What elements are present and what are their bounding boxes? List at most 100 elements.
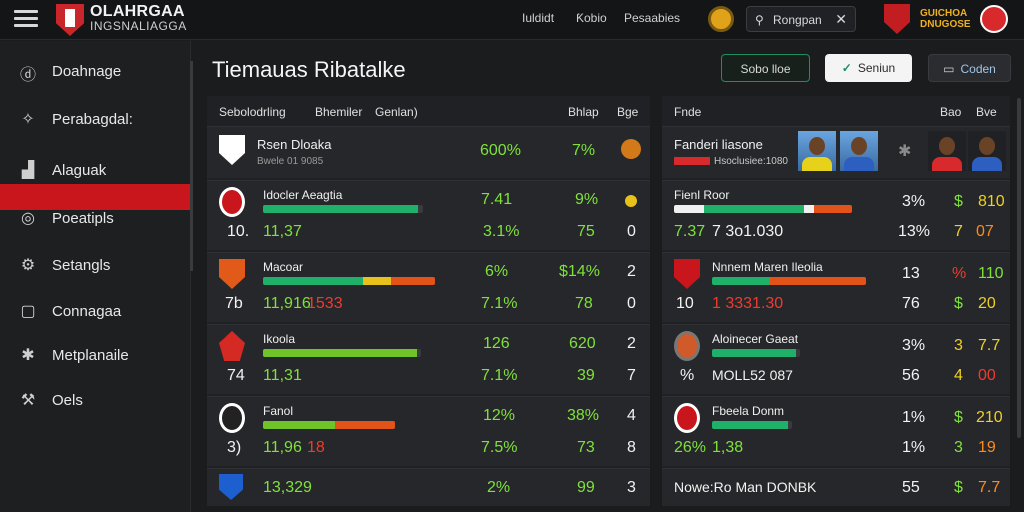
team-crest-icon[interactable] [884,4,910,34]
sidebar-item-label: Metplanaile [52,347,129,364]
progress-bar [263,205,423,213]
stat-value: 2% [487,479,511,496]
sidebar-scrollbar[interactable] [190,61,193,271]
stat-value: 7.41 [481,191,513,208]
outline-button[interactable]: Sobo lloe [721,54,810,82]
stat-value: 4 [627,407,636,424]
sidebar-item-label: Poeatipls [52,210,114,227]
sidebar-item-4[interactable]: ◎ Poeatipls [0,206,191,232]
stat-value: 0 [627,223,636,240]
stat-value: 20 [978,295,996,312]
stat-value: 110 [978,265,1004,282]
player-photo[interactable] [928,131,966,171]
page-title: Tiemauas Ribatalke [212,57,406,82]
table-row[interactable]: Fanol 12% 38% 4 3) 11,96 18 7.5% 73 8 [207,396,650,466]
stat-value: 19 [978,439,996,456]
avatar[interactable] [980,5,1008,33]
stat-value: 99 [577,479,595,496]
progress-bar [712,421,792,429]
brand: OLAHRGAA INGSNALIAGGA [90,3,187,34]
code-button[interactable]: ▭ Coden [928,54,1011,82]
top-link-2[interactable]: Ƙobio [576,11,607,25]
table-row[interactable]: Aloinecer Gaeat 3% 3 7.7 % MOLL52 087 56… [662,324,1010,394]
sidebar-item-active-bar[interactable] [0,184,191,210]
table-row[interactable]: Nowe:Ro Man DONBK 55 $ 7.7 [662,468,1010,506]
stat-value: 56 [902,367,920,384]
stat-value: 7b [225,295,243,312]
sidebar-item-5[interactable]: ⚙ Setangls [0,253,191,279]
sidebar-item-label: Setangls [52,257,111,274]
col-header[interactable]: Genlan) [375,105,418,119]
table-row[interactable]: 13,329 2% 99 3 [207,468,650,506]
club-crest-icon [219,259,245,289]
sidebar-item-label: Alaguak [52,162,107,179]
sidebar: ⓓ Doahnage ✧ Perabagdal: ▟ Alaguak ◎ Poe… [0,41,193,512]
search-input[interactable]: ⚲ Rongpan ✕ [746,6,856,32]
confirm-button[interactable]: ✓ Seniun [825,54,912,82]
stat-value: $14% [559,263,600,280]
stat-value: 39 [577,367,595,384]
stat-value: 10. [227,223,250,240]
col-header[interactable]: Bhlap [568,105,599,119]
stat-value: 0 [627,295,636,312]
table-row[interactable]: Fbeela Donm 1% $ 210 26% 1,38 1% 3 19 [662,396,1010,466]
stat-value: $ [954,295,963,312]
stat-value: 12% [483,407,516,424]
sidebar-item-7[interactable]: ✱ Metplanaile [0,343,191,369]
sidebar-item-8[interactable]: ⚒ Oels [0,388,191,414]
orange-badge-icon [621,139,641,159]
stat-value: 7% [572,142,596,159]
top-link-3[interactable]: Pesaabies [624,11,681,25]
player-photo[interactable] [968,131,1006,171]
player-photo[interactable] [798,131,836,171]
col-header[interactable]: Bao [940,105,962,119]
col-header[interactable]: Sebolodrling [219,105,286,119]
stat-value: 7.1% [481,295,518,312]
gear-icon: ⚙ [20,257,36,274]
table-row[interactable]: Nnnem Maren Ileolia 13 % 110 10 1 3331.3… [662,252,1010,322]
sidebar-item-3[interactable]: ▟ Alaguak [0,158,191,184]
col-header[interactable]: Bge [617,105,639,119]
tools-icon: ⚒ [20,392,36,409]
table-row[interactable]: Macoar 6% $14% 2 7b 11,916 1533 7.1% 78 … [207,252,650,322]
progress-bar [263,349,421,357]
confirm-button-label: Seniun [857,61,896,75]
col-header[interactable]: Fnde [674,105,702,119]
top-link-1[interactable]: Iuldidt [522,11,555,25]
team-name-line1: GUICHOA [920,8,968,19]
stat-value: 1% [902,409,926,426]
table-row[interactable]: Fanderi liasone Hsoclusiee:1080 ✱ [662,126,1010,178]
brand-logo[interactable] [56,4,84,36]
stat-value: 13 [902,265,920,282]
sidebar-item-2[interactable]: ✧ Perabagdal: [0,107,191,133]
player-photo[interactable] [840,131,878,171]
stat-value: 1 3331.30 [712,295,784,312]
stat-value: 2 [627,263,636,280]
code-icon: ▭ [943,62,955,76]
settings-icon[interactable]: ✱ [898,143,912,160]
team-name: GUICHOA DNUGOSE [920,8,971,30]
team-name: Fienl Roor [674,188,730,202]
stat-value: % [952,265,967,282]
brand-title: OLAHRGAA [90,3,185,20]
menu-icon[interactable] [14,10,38,28]
col-header[interactable]: Bhemiler [315,105,363,119]
table-row[interactable]: Rsen Dloaka Bwele 01 9085 600% 7% [207,126,650,178]
stat-value: 3 [627,479,636,496]
table-row[interactable]: Ikoola 126 620 2 74 11,31 7.1% 39 7 [207,324,650,394]
progress-bar [674,205,852,213]
clear-icon[interactable]: ✕ [835,11,847,27]
stat-value: 75 [577,223,595,240]
main-scrollbar[interactable] [1017,98,1021,438]
stat-value: 38% [567,407,600,424]
sidebar-item-6[interactable]: ▢ Connagaa [0,299,191,325]
stat-value: 7 [954,223,963,240]
table-row[interactable]: Fienl Roor 3% $ 810 7.37 7 3o1.030 13% 7… [662,180,1010,250]
sidebar-item-1[interactable]: ⓓ Doahnage [0,59,191,85]
table-row[interactable]: Idocler Aeagtia 7.41 9% 10. 11,37 3.1% 7… [207,180,650,250]
stat-value: 00 [978,367,996,384]
check-icon: ✓ [841,61,852,75]
col-header[interactable]: Bve [976,105,997,119]
stat-value: 13,329 [263,479,312,496]
coin-icon[interactable] [708,6,734,32]
